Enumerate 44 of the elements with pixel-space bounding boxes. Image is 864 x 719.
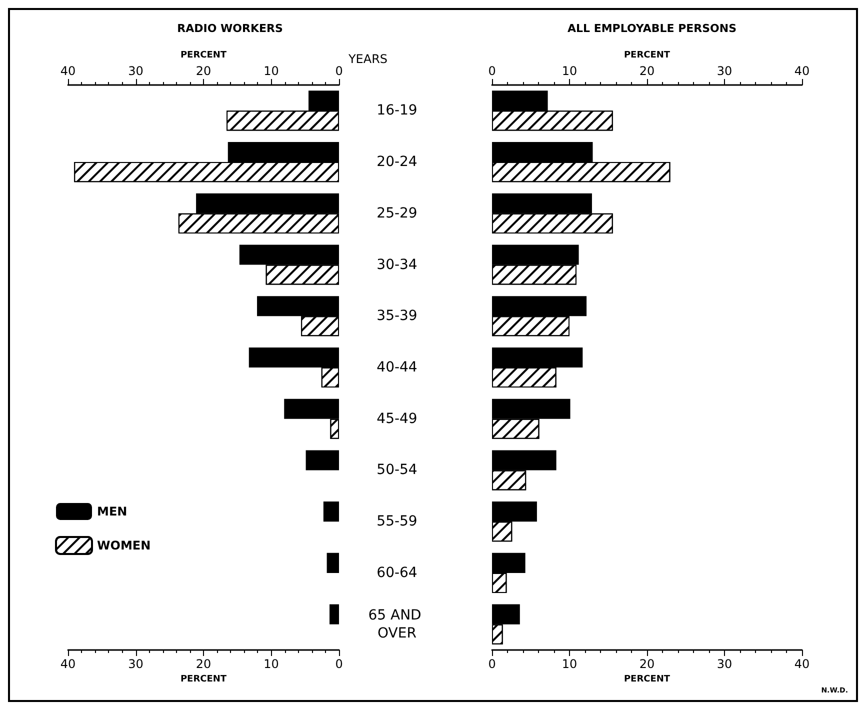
x-tick-label: 0 (488, 657, 496, 671)
x2-axis-title: PERCENT (624, 50, 671, 61)
y-tick-label: 20-24 (376, 154, 418, 170)
x2-tick-label: 0 (335, 64, 343, 78)
y-axis-title: YEARS (347, 52, 388, 66)
x-axis-title: PERCENT (180, 674, 228, 684)
x2-tick-label: 10 (562, 64, 578, 78)
x-tick-label: 10 (562, 657, 578, 671)
x2-axis-title: PERCENT (180, 50, 228, 61)
x-tick-label: 40 (60, 657, 76, 671)
bar (323, 502, 339, 522)
y-tick-label: 35-39 (376, 308, 418, 324)
bar (326, 552, 339, 573)
x-tick-label: 0 (335, 657, 343, 671)
x-tick-label: 20 (196, 657, 212, 671)
legend-label: WOMEN (97, 538, 151, 552)
x2-tick-label: 0 (488, 64, 496, 78)
x2-tick-label: 30 (716, 64, 732, 78)
x-tick-label: 20 (639, 657, 655, 671)
y-tick-label: 30-34 (376, 256, 418, 273)
x2-tick-label: 30 (128, 64, 144, 78)
x-tick-label: 40 (794, 657, 810, 671)
y-tick-label: 40-44 (376, 360, 418, 376)
x2-tick-label: 40 (60, 64, 76, 78)
y-tick-label: 65 AND OVER (368, 607, 426, 642)
y-tick-label: 55-59 (376, 514, 418, 530)
x-tick-label: 30 (128, 657, 144, 671)
chart-title: ALL EMPLOYABLE PERSONS (567, 22, 737, 35)
legend-label: MEN (97, 504, 128, 518)
y-tick-label: 25-29 (376, 205, 418, 222)
x-axis-title: PERCENT (624, 674, 671, 684)
x2-tick-label: 10 (264, 64, 279, 78)
chart-title: RADIO WORKERS (177, 22, 283, 35)
x-tick-label: 30 (716, 657, 732, 671)
y-tick-label: 16-19 (376, 102, 418, 119)
x-tick-label: 10 (264, 657, 279, 671)
x2-tick-label: 20 (639, 64, 655, 78)
bar (330, 604, 339, 624)
y-tick-label: 45-49 (376, 410, 418, 427)
x2-tick-label: 20 (196, 64, 212, 78)
y-tick-label: 50-54 (376, 462, 418, 478)
y-tick-label: 60-64 (376, 564, 418, 581)
x2-tick-label: 40 (794, 64, 810, 78)
bar (306, 450, 339, 470)
